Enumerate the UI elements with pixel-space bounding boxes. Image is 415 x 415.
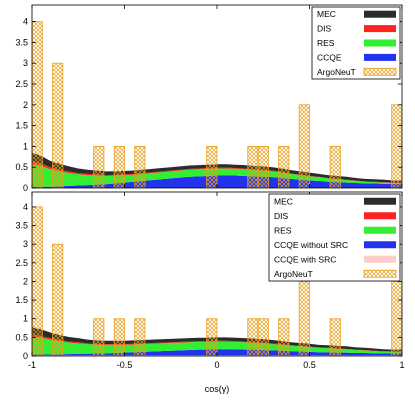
argoneut-bar — [247, 318, 259, 356]
y-tick-label: 0 — [23, 183, 28, 193]
y-tick-label: 1.5 — [15, 121, 28, 131]
argoneut-bar — [134, 318, 146, 356]
argoneut-bar — [206, 318, 218, 356]
legend-label: RES — [317, 38, 335, 48]
y-tick-label: 2 — [23, 276, 28, 286]
legend: MEC DIS RES CCQE ArgoNeuT — [311, 6, 401, 80]
legend-label: ArgoNeuT — [317, 67, 356, 77]
x-tick-label: 0 — [214, 360, 219, 370]
legend-swatch-mec — [364, 10, 396, 18]
panel-2: 0 0.5 1 1.5 2 2.5 3 3.5 4 -1 -0.5 0 0.5 1 MEC DIS RES CCQ… — [15, 191, 405, 370]
legend-label: DIS — [274, 211, 289, 221]
x-tick-label: 0.5 — [303, 360, 316, 370]
argoneut-bar — [93, 318, 105, 356]
legend-label: RES — [274, 225, 292, 235]
argoneut-bar — [52, 243, 64, 356]
y-tick-label: 2 — [23, 100, 28, 110]
argoneut-bar — [113, 318, 125, 356]
legend-swatch-dis — [364, 212, 396, 220]
argoneut-bar — [329, 318, 341, 356]
x-tick-label: -0.5 — [117, 360, 133, 370]
legend-label: CCQE with SRC — [274, 254, 336, 264]
y-tick-label: 3 — [23, 58, 28, 68]
legend-swatch-res — [364, 39, 396, 47]
argoneut-bar — [298, 281, 310, 356]
legend-swatch-res — [364, 226, 396, 234]
legend-label: CCQE — [317, 52, 342, 62]
argoneut-bar — [278, 146, 290, 188]
y-tick-label: 3.5 — [15, 221, 28, 231]
y-tick-label: 1 — [23, 314, 28, 324]
legend-swatch-argoneut — [363, 269, 397, 278]
legend-swatch-ccqe — [364, 53, 396, 61]
y-tick-label: 0 — [23, 351, 28, 361]
legend-label: DIS — [317, 24, 332, 34]
legend-swatch-ccqe — [364, 241, 396, 249]
y-tick-label: 2.5 — [15, 79, 28, 89]
legend-label: MEC — [274, 196, 293, 206]
y-tick-label: 1 — [23, 141, 28, 151]
argoneut-bar — [298, 104, 310, 188]
y-tick-label: 3 — [23, 239, 28, 249]
y-tick-label: 4 — [23, 17, 28, 27]
panels: 00.511.522.533.54MECDISRESCCQEArgoNeuT00… — [15, 4, 405, 370]
argoneut-bar — [257, 318, 269, 356]
y-tick-label: 4 — [23, 202, 28, 212]
legend-swatch-dis — [364, 25, 396, 33]
legend: MEC DIS RES CCQE without SRC CCQE with SRC Ar… — [268, 193, 401, 282]
argoneut-bar — [93, 146, 105, 188]
legend-swatch-mec — [364, 197, 396, 205]
legend-box — [268, 193, 401, 282]
panel-1: 0 0.5 1 1.5 2 2.5 3 3.5 4 MEC DIS RES CCQE ArgoNeuT — [15, 4, 403, 193]
y-tick-label: 0.5 — [15, 162, 28, 172]
argoneut-bar — [247, 146, 259, 188]
argoneut-bar — [278, 318, 290, 356]
argoneut-bar — [257, 146, 269, 188]
legend-swatch-ccqe-with-src — [364, 255, 396, 263]
y-tick-label: 0.5 — [15, 332, 28, 342]
legend-label: ArgoNeuT — [274, 269, 313, 279]
argoneut-bar — [52, 62, 64, 188]
argoneut-bar — [134, 146, 146, 188]
area-dis — [32, 334, 402, 352]
legend-label: CCQE without SRC — [274, 240, 348, 250]
argoneut-bar — [329, 146, 341, 188]
argoneut-bar — [113, 146, 125, 188]
legend-label: MEC — [317, 9, 336, 19]
y-tick-label: 2.5 — [15, 258, 28, 268]
argoneut-bar — [206, 146, 218, 188]
legend-swatch-argoneut — [363, 67, 397, 76]
x-tick-label: -1 — [28, 360, 36, 370]
y-tick-label: 3.5 — [15, 37, 28, 47]
y-tick-label: 1.5 — [15, 295, 28, 305]
x-axis-title: cos(γ) — [205, 384, 230, 394]
x-tick-label: 1 — [399, 360, 404, 370]
